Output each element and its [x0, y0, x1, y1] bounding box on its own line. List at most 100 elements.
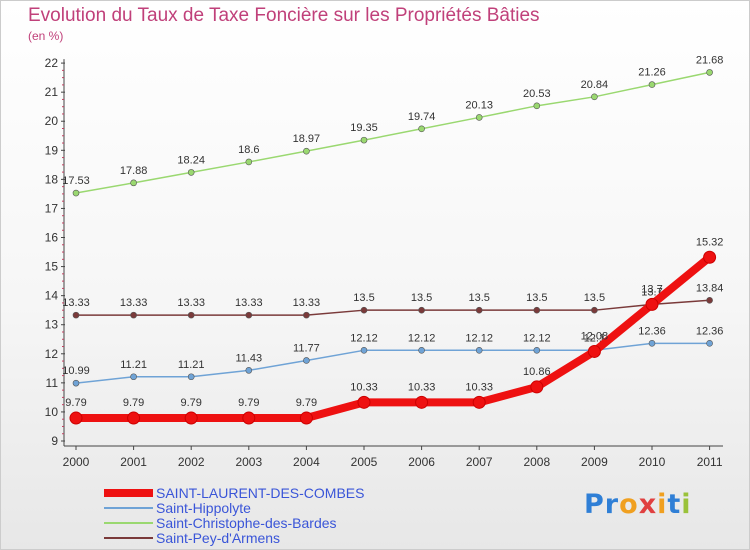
data-label: 12.12 — [523, 332, 551, 344]
data-label: 13.33 — [62, 297, 90, 309]
data-point — [591, 93, 598, 101]
data-point — [648, 340, 656, 347]
proxiti-logo: Proxiti — [584, 489, 692, 520]
data-point — [533, 347, 541, 354]
x-tick-label: 2009 — [581, 455, 608, 469]
data-label: 11.43 — [235, 352, 262, 364]
y-tick-label: 14 — [45, 289, 59, 303]
x-tick-label: 2003 — [235, 455, 262, 469]
data-label: 13.5 — [411, 292, 432, 304]
data-point — [187, 373, 195, 381]
x-tick-label: 2001 — [120, 455, 147, 469]
x-tick-label: 2002 — [178, 455, 205, 469]
data-point — [187, 169, 195, 176]
data-label: 18.6 — [238, 144, 259, 156]
data-label: 17.88 — [120, 165, 148, 177]
logo-letter: o — [619, 489, 639, 520]
data-point — [533, 306, 541, 314]
logo-letter: P — [584, 489, 605, 520]
data-label: 13.33 — [293, 297, 321, 309]
data-point — [472, 395, 486, 409]
series-line — [75, 342, 711, 384]
data-point — [587, 344, 601, 358]
legend-label: Saint-Pey-d'Armens — [156, 530, 280, 546]
data-point — [187, 311, 195, 319]
y-tick-label: 11 — [46, 376, 59, 390]
data-label: 13.33 — [235, 297, 263, 309]
data-point — [360, 136, 368, 144]
data-point — [72, 189, 80, 197]
data-point — [303, 147, 310, 155]
data-point — [245, 367, 253, 374]
x-tick-label: 2011 — [697, 455, 723, 469]
data-label: 10.99 — [62, 365, 90, 377]
data-label: 10.33 — [465, 381, 493, 393]
data-point — [591, 306, 598, 314]
legend-label: SAINT-LAURENT-DES-COMBES — [156, 485, 364, 501]
series-line — [72, 253, 714, 423]
data-point — [648, 81, 656, 88]
data-point — [303, 357, 310, 364]
data-point — [418, 306, 425, 314]
data-label: 19.74 — [408, 111, 436, 123]
data-point — [245, 158, 253, 166]
data-point — [703, 250, 717, 264]
data-point — [303, 311, 310, 319]
data-label: 19.35 — [350, 122, 378, 134]
logo-letter: r — [604, 489, 620, 520]
data-label: 12.12 — [350, 332, 378, 344]
chart-title: Evolution du Taux de Taxe Foncière sur l… — [28, 5, 540, 26]
x-tick-label: 2004 — [293, 455, 320, 469]
data-label: 13.84 — [696, 282, 724, 294]
data-point — [533, 102, 541, 110]
y-tick-label: 12 — [45, 347, 59, 361]
data-label: 18.24 — [177, 154, 205, 166]
data-point — [242, 411, 256, 425]
logo-letter: t — [667, 489, 682, 520]
data-point — [415, 395, 429, 409]
x-tick-label: 2006 — [408, 455, 435, 469]
data-label: 13.5 — [584, 292, 605, 304]
data-label: 13.5 — [526, 292, 547, 304]
data-point — [72, 379, 80, 387]
data-label: 17.53 — [62, 175, 90, 187]
x-tick-label: 2008 — [523, 455, 550, 469]
data-label: 10.86 — [523, 366, 551, 378]
data-label: 9.79 — [238, 397, 259, 409]
y-tick-label: 16 — [45, 231, 59, 245]
series-line — [75, 299, 711, 316]
data-point — [706, 340, 713, 347]
legend-label: Saint-Hippolyte — [156, 500, 251, 516]
y-tick-label: 10 — [45, 405, 59, 419]
data-label: 13.33 — [177, 297, 205, 309]
data-label: 13.33 — [120, 297, 148, 309]
data-label: 20.53 — [523, 88, 551, 100]
data-point — [360, 347, 368, 354]
data-label: 13.5 — [353, 292, 374, 304]
y-tick-label: 15 — [45, 260, 59, 274]
data-label: 12.36 — [696, 325, 724, 337]
data-label: 21.68 — [696, 54, 724, 66]
data-label: 10.33 — [408, 381, 436, 393]
data-point — [357, 395, 371, 409]
data-point — [130, 179, 137, 187]
y-tick-label: 9 — [51, 434, 58, 448]
y-tick-label: 17 — [45, 201, 59, 215]
data-point — [530, 380, 544, 394]
data-label: 12.36 — [638, 325, 666, 337]
data-point — [245, 311, 253, 319]
data-label: 12.12 — [465, 332, 493, 344]
data-label: 21.26 — [638, 67, 666, 79]
data-point — [475, 114, 483, 121]
data-point — [69, 411, 83, 425]
data-point — [127, 411, 141, 425]
y-tick-label: 22 — [45, 56, 59, 70]
data-label: 18.97 — [293, 133, 321, 145]
data-label: 20.84 — [581, 79, 609, 91]
y-tick-label: 21 — [45, 85, 59, 99]
legend-label: Saint-Christophe-des-Bardes — [156, 515, 337, 531]
data-label: 9.79 — [296, 397, 317, 409]
data-label: 10.33 — [350, 381, 378, 393]
data-point — [645, 297, 659, 311]
